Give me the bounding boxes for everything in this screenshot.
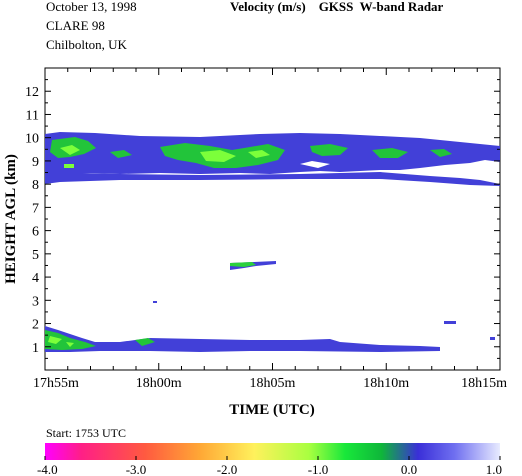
lower-layer-bright-cells <box>48 336 74 347</box>
y-tick-label: 11 <box>26 108 39 123</box>
y-tick-label: 4 <box>32 271 39 286</box>
x-tick-label: 18h10m <box>363 376 409 391</box>
y-tick-label: 3 <box>32 294 39 309</box>
colorbar-tick-label: -2.0 <box>217 462 238 476</box>
x-tick-label: 17h55m <box>33 376 79 391</box>
colorbar-tick-label: -3.0 <box>126 462 147 476</box>
speck-echo-1 <box>153 301 157 303</box>
upper-cloud-base <box>45 172 500 186</box>
y-axis-label: HEIGHT AGL (km) <box>3 154 19 284</box>
colorbar-tick-label: 1.0 <box>486 462 502 476</box>
colorbar-tick-label: -4.0 <box>37 462 58 476</box>
x-tick-label: 18h05m <box>250 376 296 391</box>
upper-cloud-notch <box>300 161 330 168</box>
y-tick-label: 12 <box>25 85 39 100</box>
upper-cloud-bright-cells <box>60 145 270 168</box>
colorbar-tick-label: 0.0 <box>401 462 417 476</box>
lower-layer-green-cells <box>45 330 155 350</box>
echo-layer <box>45 132 500 352</box>
colorbar <box>45 443 500 460</box>
y-tick-label: 1 <box>32 341 39 356</box>
mid-level-green <box>230 262 256 267</box>
x-tick-label: 18h00m <box>136 376 182 391</box>
chart-title: Velocity (m/s) GKSS W-band Radar <box>230 0 444 14</box>
y-tick-label: 6 <box>32 225 39 240</box>
speck-echo-3 <box>490 337 495 340</box>
lower-layer <box>45 326 440 352</box>
campaign-label: CLARE 98 <box>46 18 105 33</box>
y-tick-label: 5 <box>32 248 39 263</box>
colorbar-tick-label: -1.0 <box>308 462 329 476</box>
x-tick-label: 18h15m <box>461 376 507 391</box>
location-label: Chilbolton, UK <box>46 37 128 52</box>
x-axis: 17h55m 18h00m 18h05m 18h10m 18h15m <box>33 68 507 391</box>
plot-area <box>44 67 501 371</box>
date-label: October 13, 1998 <box>46 0 137 14</box>
y-tick-label: 7 <box>32 201 39 216</box>
y-tick-label: 2 <box>32 318 39 333</box>
y-tick-label: 10 <box>25 132 39 147</box>
colorbar-ticks: -4.0 -3.0 -2.0 -1.0 0.0 1.0 <box>37 456 502 476</box>
y-tick-label: 8 <box>32 178 39 193</box>
y-tick-label: 9 <box>32 155 39 170</box>
x-axis-label: TIME (UTC) <box>229 402 314 418</box>
upper-cloud-green-cells <box>50 137 452 168</box>
start-time-label: Start: 1753 UTC <box>46 426 126 440</box>
speck-echo-2 <box>444 321 456 324</box>
